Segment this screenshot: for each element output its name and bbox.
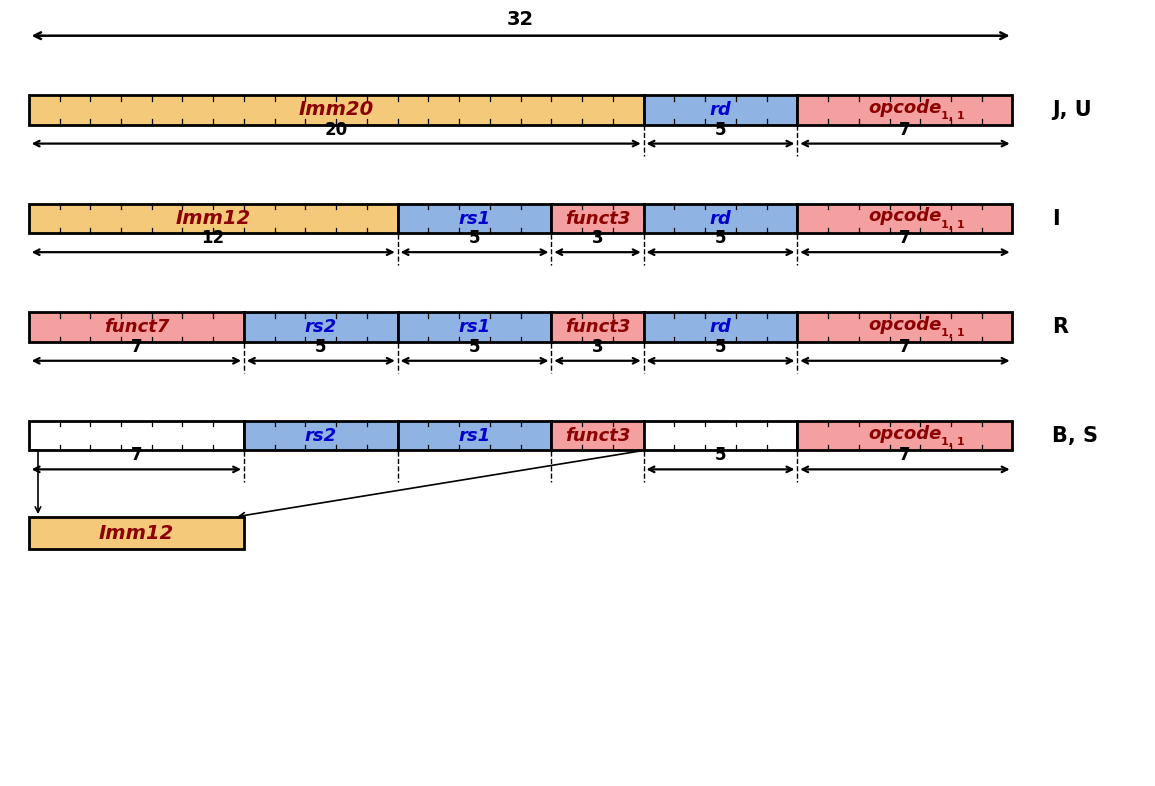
Text: opcode: opcode (869, 208, 941, 226)
Text: funct3: funct3 (565, 427, 631, 445)
Text: Imm12: Imm12 (176, 209, 251, 228)
Bar (643, 421, 797, 450)
Text: 1, 1: 1, 1 (940, 437, 964, 447)
Text: 5: 5 (715, 446, 726, 465)
Text: 1, 1: 1, 1 (940, 112, 964, 121)
Text: 3: 3 (591, 230, 603, 248)
Text: rs1: rs1 (459, 210, 491, 228)
Bar (29, 517, 244, 549)
Bar (797, 312, 1013, 342)
Text: 5: 5 (469, 338, 480, 356)
Text: 7: 7 (899, 338, 910, 356)
Bar (643, 204, 797, 233)
Text: rs2: rs2 (305, 427, 337, 445)
Text: 5: 5 (715, 338, 726, 356)
Bar (244, 421, 397, 450)
Text: 5: 5 (469, 230, 480, 248)
Bar (551, 312, 643, 342)
Bar (29, 95, 643, 125)
Text: 12: 12 (202, 230, 225, 248)
Text: 20: 20 (325, 121, 348, 138)
Text: 7: 7 (899, 446, 910, 465)
Text: 7: 7 (899, 121, 910, 138)
Text: 1, 1: 1, 1 (940, 220, 964, 230)
Text: rd: rd (709, 210, 731, 228)
Text: funct3: funct3 (565, 210, 631, 228)
Bar (551, 421, 643, 450)
Text: rs2: rs2 (305, 318, 337, 336)
Text: 7: 7 (131, 338, 142, 356)
Text: 32: 32 (507, 9, 535, 28)
Bar (797, 204, 1013, 233)
Text: 7: 7 (131, 446, 142, 465)
Text: I: I (1052, 208, 1060, 229)
Bar (397, 421, 551, 450)
Text: opcode: opcode (869, 99, 941, 117)
Text: B, S: B, S (1052, 426, 1098, 446)
Bar (551, 204, 643, 233)
Text: rd: rd (709, 101, 731, 119)
Bar (797, 421, 1013, 450)
Bar (29, 421, 244, 450)
Bar (397, 312, 551, 342)
Text: 3: 3 (591, 338, 603, 356)
Text: opcode: opcode (869, 316, 941, 334)
Bar (797, 95, 1013, 125)
Text: 5: 5 (715, 121, 726, 138)
Text: Imm20: Imm20 (298, 101, 374, 119)
Bar (643, 312, 797, 342)
Text: J, U: J, U (1052, 100, 1093, 120)
Text: R: R (1052, 317, 1068, 337)
Bar (29, 204, 397, 233)
Text: funct3: funct3 (565, 318, 631, 336)
Bar (244, 312, 397, 342)
Text: 1, 1: 1, 1 (940, 329, 964, 339)
Text: 5: 5 (715, 230, 726, 248)
Bar (29, 312, 244, 342)
Text: rs1: rs1 (459, 318, 491, 336)
Text: 5: 5 (315, 338, 327, 356)
Text: 7: 7 (899, 230, 910, 248)
Bar (643, 95, 797, 125)
Text: opcode: opcode (869, 424, 941, 443)
Bar (397, 204, 551, 233)
Text: funct7: funct7 (104, 318, 169, 336)
Text: rd: rd (709, 318, 731, 336)
Text: rs1: rs1 (459, 427, 491, 445)
Text: Imm12: Imm12 (98, 523, 174, 542)
